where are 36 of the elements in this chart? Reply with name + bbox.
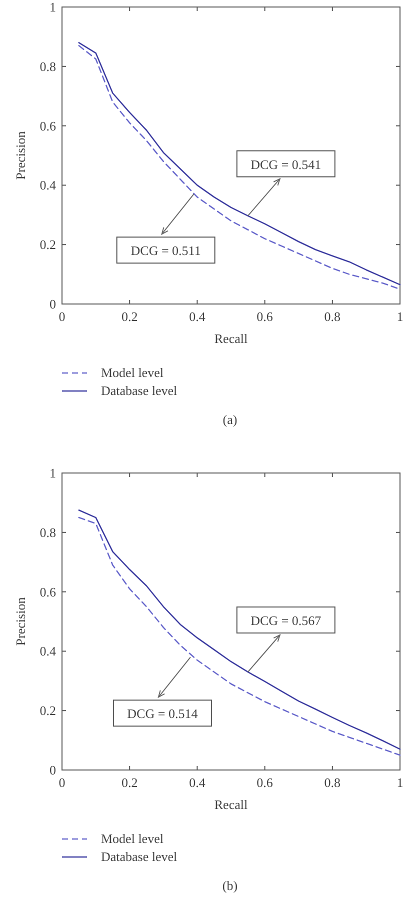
text: (a) (222, 412, 238, 427)
annotation: DCG = 0.514 (127, 706, 198, 722)
x-tick-label: 0.4 (189, 309, 206, 324)
y-tick-label: 0.8 (40, 524, 56, 540)
x-tick-label: 0.2 (121, 775, 138, 790)
legend-label: Model level (101, 365, 164, 380)
y-tick-label: 0.6 (40, 118, 56, 134)
y-tick-label: 0.8 (40, 58, 56, 74)
x-tick-label: 0.6 (256, 309, 274, 324)
y-axis-title: Precision (13, 596, 28, 646)
x-tick-label: 0.6 (256, 775, 274, 790)
x-axis-title: Recall (214, 797, 248, 812)
x-tick-label: 0.8 (324, 309, 341, 324)
y-tick-label: 0 (50, 762, 56, 778)
y-tick-label: 0.4 (40, 644, 56, 659)
x-axis-title: Recall (214, 331, 248, 346)
x-tick-label: 1 (396, 775, 404, 790)
x-tick-label: 0.8 (324, 775, 341, 790)
x-tick-label: 0.4 (189, 775, 206, 790)
y-tick-label: 0 (50, 296, 56, 312)
y-tick-label: 0.6 (40, 584, 56, 600)
y-tick-label: 1 (50, 466, 56, 480)
legend-label: Database level (101, 849, 178, 864)
annotation: DCG = 0.567 (250, 612, 322, 628)
y-axis-title: Precision (13, 130, 28, 180)
y-tick-label: 1 (50, 0, 56, 14)
x-tick-label: 1 (396, 309, 404, 324)
y-tick-label: 0.2 (40, 237, 56, 252)
x-tick-label: 0.2 (121, 309, 138, 324)
y-tick-label: 0.2 (40, 703, 56, 718)
annotation: DCG = 0.511 (130, 243, 201, 258)
y-tick-label: 0.4 (40, 178, 56, 193)
annotation: DCG = 0.541 (250, 156, 322, 172)
legend-label: Model level (101, 831, 164, 846)
text: (b) (222, 878, 238, 893)
legend-label: Database level (101, 383, 178, 398)
